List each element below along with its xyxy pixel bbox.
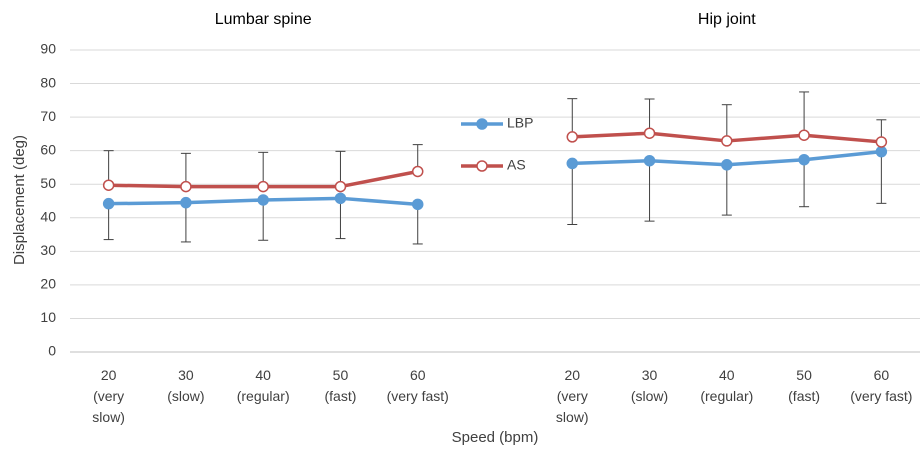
x-tick-line: 30	[178, 367, 194, 383]
legend-marker	[476, 118, 488, 130]
x-axis-label: Speed (bpm)	[452, 429, 539, 446]
x-tick-label: 40 (regular)	[700, 367, 753, 404]
y-tick-label: 30	[40, 242, 56, 258]
error-bar	[335, 150, 346, 187]
error-bar	[567, 163, 578, 225]
x-tick-label: 60 (very fast)	[850, 367, 912, 404]
marker	[798, 153, 810, 166]
marker	[875, 145, 888, 158]
error-bar	[180, 202, 191, 243]
x-tick-line: (very fast)	[387, 388, 449, 404]
y-tick-label: 50	[40, 175, 56, 191]
marker	[180, 196, 192, 209]
marker	[875, 136, 888, 148]
error-bar	[335, 198, 346, 240]
y-tick-label: 70	[40, 108, 56, 124]
y-tick-label: 0	[48, 343, 56, 359]
x-tick-line: 20	[564, 367, 580, 383]
error-bar	[103, 203, 114, 241]
marker	[566, 131, 579, 143]
marker	[102, 197, 115, 210]
y-tick-label: 10	[40, 309, 56, 325]
x-tick-line: 50	[333, 367, 349, 383]
y-tick-label: 90	[40, 41, 56, 57]
x-tick-line: (regular)	[237, 388, 290, 404]
x-tick-line: 30	[642, 367, 658, 383]
marker	[334, 180, 347, 193]
marker	[257, 194, 269, 206]
marker	[798, 129, 810, 141]
x-tick-line: 20	[101, 367, 117, 383]
x-tick-line: (slow)	[631, 388, 668, 404]
x-tick-label: 30 (slow)	[631, 367, 668, 404]
marker	[180, 180, 192, 193]
error-bar	[721, 164, 732, 216]
y-axis-label: Displacement (deg)	[11, 135, 28, 265]
x-tick-line: 40	[719, 367, 735, 383]
x-tick-line: (slow)	[167, 388, 204, 404]
panel-title: Hip joint	[698, 11, 756, 28]
marker	[257, 180, 269, 193]
error-bar	[567, 98, 578, 137]
y-tick-label: 80	[40, 74, 56, 90]
x-tick-line: (fast)	[325, 388, 357, 404]
y-tick-label: 60	[40, 141, 56, 157]
marker	[721, 135, 733, 147]
legend-label: LBP	[507, 115, 533, 131]
marker	[102, 179, 115, 191]
x-tick-line: 60	[410, 367, 426, 383]
y-tick-label: 40	[40, 208, 56, 224]
error-bar	[103, 150, 114, 186]
error-bar	[721, 104, 732, 141]
error-bar	[799, 159, 810, 208]
x-tick-line: (very	[93, 388, 124, 404]
x-tick-label: 30 (slow)	[167, 367, 204, 404]
x-tick-line: 40	[255, 367, 271, 383]
marker	[566, 157, 579, 170]
marker	[411, 198, 424, 211]
y-tick-label: 20	[40, 276, 56, 292]
x-tick-label: 20 (very slow)	[92, 367, 125, 425]
x-tick-line: (very	[557, 388, 588, 404]
x-tick-label: 60 (very fast)	[387, 367, 449, 404]
x-tick-line: 50	[796, 367, 812, 383]
error-bar	[876, 151, 887, 204]
x-tick-label: 20 (very slow)	[556, 367, 589, 425]
x-tick-line: 60	[874, 367, 890, 383]
x-tick-label: 50 (fast)	[325, 367, 357, 404]
x-tick-line: (very fast)	[850, 388, 912, 404]
x-tick-line: (fast)	[788, 388, 820, 404]
error-bar	[799, 91, 810, 136]
marker	[334, 192, 347, 205]
marker	[643, 154, 656, 167]
x-tick-line: (regular)	[700, 388, 753, 404]
error-bar	[644, 160, 655, 222]
legend-label: AS	[507, 157, 526, 173]
x-tick-label: 40 (regular)	[237, 367, 290, 404]
panel-title: Lumbar spine	[215, 11, 312, 28]
marker	[643, 127, 656, 139]
x-tick-line: slow)	[556, 409, 589, 425]
x-tick-label: 50 (fast)	[788, 367, 820, 404]
marker	[411, 165, 424, 178]
error-bar	[412, 204, 423, 245]
x-tick-line: slow)	[92, 409, 125, 425]
legend-marker	[476, 160, 488, 172]
error-bar	[258, 199, 269, 241]
marker	[721, 159, 733, 171]
